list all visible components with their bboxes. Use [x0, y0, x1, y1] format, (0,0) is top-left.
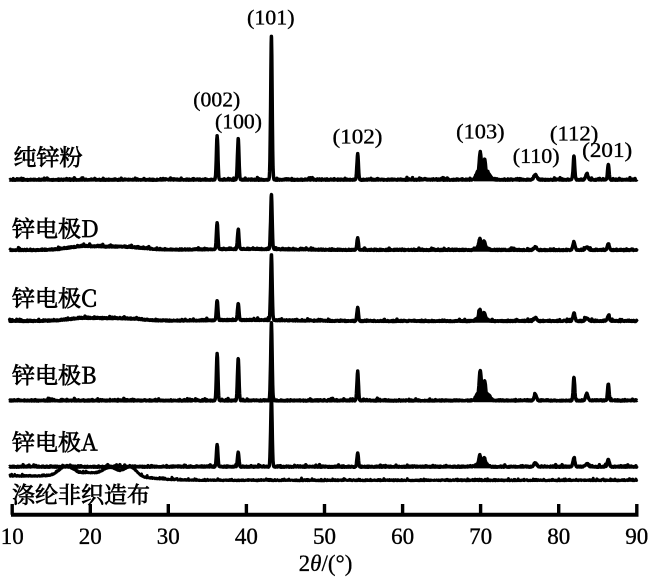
svg-text:(101): (101): [247, 6, 295, 30]
svg-text:(102): (102): [333, 125, 383, 149]
svg-text:10: 10: [1, 524, 24, 549]
svg-text:(100): (100): [215, 110, 262, 134]
svg-text:30: 30: [157, 524, 180, 549]
svg-text:90: 90: [625, 524, 648, 549]
svg-text:(201): (201): [582, 138, 632, 162]
svg-text:50: 50: [313, 524, 336, 549]
svg-text:2θ/(°): 2θ/(°): [299, 551, 353, 576]
svg-text:20: 20: [79, 524, 102, 549]
svg-text:(112): (112): [550, 122, 598, 146]
svg-text:(002): (002): [193, 88, 240, 112]
svg-text:(110): (110): [513, 144, 560, 168]
svg-text:80: 80: [547, 524, 570, 549]
svg-text:70: 70: [469, 524, 492, 549]
svg-text:(103): (103): [456, 120, 504, 144]
svg-text:60: 60: [391, 524, 414, 549]
svg-text:40: 40: [235, 524, 258, 549]
